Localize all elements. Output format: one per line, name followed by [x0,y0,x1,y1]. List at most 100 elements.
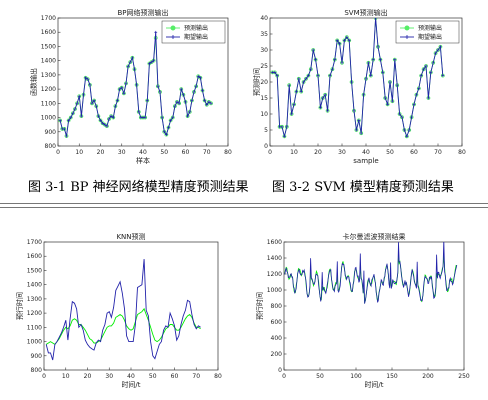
bp-point-exp [201,89,204,92]
svm-point-pred [304,76,308,81]
knn-xtick-label: 50 [149,373,157,380]
bp-point-exp [145,99,149,102]
svm-point-exp [278,125,281,129]
bp-point-exp [209,101,213,105]
bp-point-exp [101,121,105,125]
bp-point-exp [192,90,196,94]
bp-point-exp [177,101,181,105]
bp-point-exp [137,110,141,114]
svm-point-exp [333,58,337,61]
bp-point-exp [158,90,162,94]
bp-point-exp [162,130,166,134]
bp-point-exp [62,127,66,131]
svm-point-exp [419,74,423,77]
svm-xtick-label: 60 [410,149,418,156]
bp-legend-label: 期望输出 [184,33,208,41]
bp-ytick-label: 1300 [41,72,56,79]
knn-ytick-label: 1600 [27,253,42,260]
svm-point-exp [357,119,361,122]
kalman-xtick-label: 250 [458,373,470,380]
bp-ytick-label: 1700 [41,15,56,22]
svm-point-exp [340,61,344,65]
svm-point-exp [398,112,401,116]
bp-point-exp [82,93,85,97]
kalman-xtick-label: 50 [316,373,324,380]
bp-point-pred [209,101,213,106]
bp-ytick-label: 800 [45,143,57,150]
bp-point-exp [84,76,88,80]
kalman-series-expected-line [284,242,458,304]
bottom-divider [0,207,488,208]
bp-point-pred [68,115,73,120]
fig2-caption: 图 3-2 SVM 模型精度预测结果 [272,180,454,195]
svm-xtick-label: 10 [290,149,298,156]
knn-ytick-label: 900 [31,353,43,360]
kalman-ytick-label: 1600 [267,239,282,246]
kalman-xlabel: 时间/t [364,380,383,389]
bp-point-pred [73,107,77,111]
bp-point-exp [116,99,119,102]
svm-xtick-label: 40 [362,149,370,156]
bp-point-exp [150,60,153,64]
svm-xtick-label: 30 [338,149,346,156]
svm-title: SVM预测输出 [344,8,387,17]
kalman-ytick-label: 400 [271,335,283,342]
svm-series-group [270,18,445,139]
bp-point-exp [179,87,183,91]
knn-xtick-label: 10 [62,373,70,380]
knn-ytick-label: 1400 [27,282,42,289]
fig1-caption: 图 3-1 BP 神经网络模型精度预测结果 [28,180,249,195]
bp-point-exp [194,84,198,88]
bp-ytick-label: 1600 [41,29,56,36]
svm-point-exp [417,87,421,90]
svm-point-exp [326,109,329,113]
kalman-ytick-label: 200 [271,351,283,358]
knn-ytick-label: 1000 [27,339,42,346]
svm-point-exp [424,64,428,68]
bp-xtick-label: 60 [182,149,190,156]
svm-legend-marker [404,25,410,31]
svm-point-exp [359,131,363,135]
svm-point-exp [302,80,305,84]
bp-point-exp [169,119,173,122]
bp-point-exp [86,77,90,81]
bp-point-exp [156,84,160,88]
bp-series-期望输出-line [59,32,212,137]
svm-point-exp [391,99,394,103]
kalman-series-group [284,242,458,304]
kalman-ytick-label: 600 [271,319,283,326]
svm-xlabel: sample [353,157,378,165]
svm-ytick-label: 5 [264,127,268,134]
bp-point-exp [135,83,139,87]
svm-point-exp [335,39,339,42]
bp-point-pred [70,111,75,116]
bp-point-exp [58,119,62,122]
svm-point-exp [434,51,437,55]
svm-point-exp [439,45,442,49]
svm-point-pred [436,48,440,52]
bp-point-exp [113,104,117,108]
knn-ytick-label: 800 [31,367,43,374]
bp-point-exp [120,86,124,90]
svm-point-exp [343,39,346,42]
svm-point-exp [328,74,332,77]
svm-chart: 0 10 20 30 40 50 60 70 80 0 5 10 15 20 25 30 35 40 SVM预测输出… [252,8,466,165]
bp-point-exp [105,124,109,128]
svm-point-exp [422,67,425,71]
bp-point-exp [94,104,98,108]
svm-point-exp [316,74,320,77]
bp-point-exp [103,123,107,127]
bp-ytick-label: 1500 [41,43,56,50]
bp-ylabel: 函数输出 [29,68,38,96]
bp-point-exp [67,119,71,122]
svm-chart-panel: 0 10 20 30 40 50 60 70 80 0 5 10 15 20 25 30 35 40 SVM预测输出… [252,6,472,171]
bp-chart-panel: 0 10 20 30 40 50 60 70 80 800 900 1000 1100 1200 1300 1… [28,6,238,171]
bp-ytick-label: 1000 [41,115,56,122]
bp-point-exp [152,59,156,63]
kalman-ytick-label: 0 [278,367,282,374]
bp-point-pred [119,85,124,90]
svm-legend-label: 期望输出 [418,33,442,41]
bp-xtick-label: 70 [203,149,211,156]
svm-point-exp [431,61,435,65]
kalman-xtick-label: 0 [282,373,286,380]
